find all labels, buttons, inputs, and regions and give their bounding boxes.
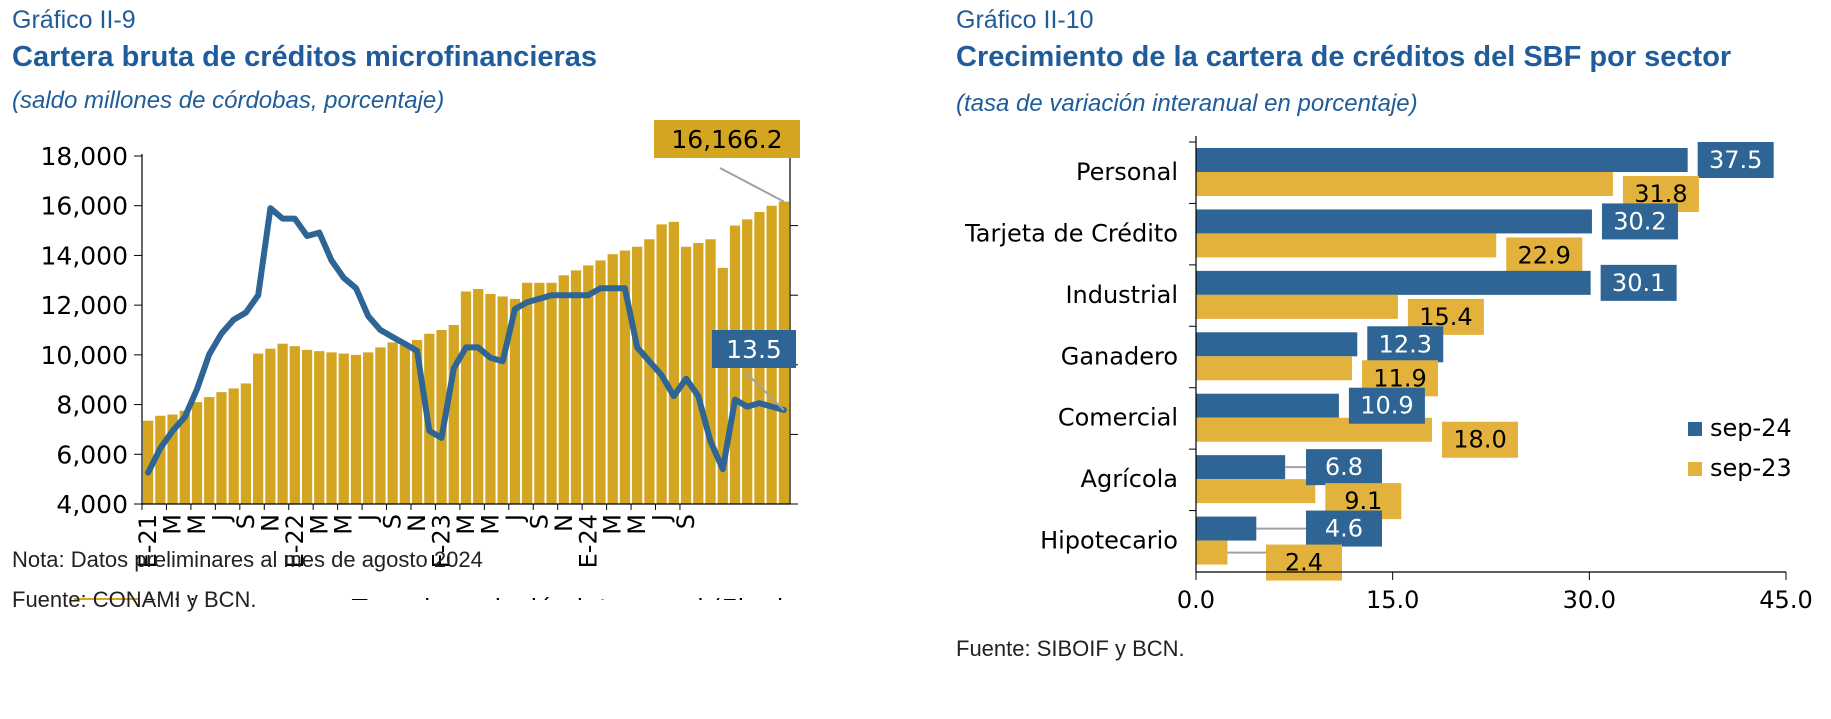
x-tick-label: 0.0 — [1177, 586, 1215, 614]
bar-sep-24 — [1196, 394, 1339, 418]
rate-callout-label: 13.5 — [726, 335, 782, 364]
saldo-bar — [204, 397, 214, 504]
saldo-bar — [375, 347, 385, 504]
saldo-bar — [290, 346, 300, 504]
bar-sep-24 — [1196, 148, 1688, 172]
bar-sep-23 — [1196, 172, 1613, 196]
saldo-bar — [693, 243, 703, 504]
x-tick-label: S — [672, 514, 700, 529]
bar-sep-24 — [1196, 271, 1591, 295]
right-chart-source: Fuente: SIBOIF y BCN. — [956, 636, 1185, 662]
category-label: Tarjeta de Crédito — [964, 219, 1178, 247]
left-y-tick-label: 16,000 — [41, 192, 128, 221]
saldo-bar — [681, 247, 691, 504]
saldo-bar — [388, 342, 398, 504]
value-label-sep-24: 6.8 — [1325, 453, 1363, 481]
left-chart-number: Gráfico II-9 — [12, 6, 136, 35]
value-label-sep-23: 22.9 — [1518, 241, 1571, 269]
value-label-sep-24: 10.9 — [1360, 392, 1413, 420]
saldo-bar — [461, 291, 471, 504]
saldo-bar — [522, 283, 532, 504]
saldo-bar — [253, 354, 263, 504]
right-chart-title: Crecimiento de la cartera de créditos de… — [956, 41, 1731, 74]
saldo-bar — [216, 392, 226, 504]
left-y-tick-label: 6,000 — [56, 440, 128, 469]
value-label-sep-24: 37.5 — [1709, 146, 1762, 174]
left-chart-note: Nota: Datos preliminares al mes de agost… — [12, 547, 483, 573]
saldo-bar — [485, 294, 495, 504]
left-y-tick-label: 10,000 — [41, 341, 128, 370]
bar-sep-23 — [1196, 233, 1496, 257]
legend-rate-label: Tasa de variación interanual (Eje der.) — [351, 594, 800, 600]
saldo-bar — [400, 345, 410, 504]
legend-sep-24-label: sep-24 — [1710, 414, 1792, 442]
saldo-callout-leader — [720, 168, 784, 202]
saldo-bar — [705, 239, 715, 504]
bar-sep-23 — [1196, 295, 1398, 319]
saldo-bar — [241, 383, 251, 504]
saldo-bar — [351, 355, 361, 504]
category-label: Hipotecario — [1040, 527, 1178, 555]
bar-sep-23 — [1196, 356, 1352, 380]
saldo-bar — [644, 239, 654, 504]
category-label: Ganadero — [1061, 342, 1178, 370]
category-label: Agrícola — [1081, 465, 1178, 493]
value-label-sep-24: 4.6 — [1325, 515, 1363, 543]
left-y-tick-label: 4,000 — [56, 490, 128, 519]
left-chart: 4,000 6,000 8,000 10,000 12,000 14,000 16,000 1… — [0, 100, 800, 600]
bar-sep-24 — [1196, 517, 1256, 541]
bar-sep-24 — [1196, 332, 1357, 356]
value-label-sep-24: 30.1 — [1612, 269, 1665, 297]
saldo-bar — [326, 352, 336, 504]
saldo-bar — [277, 344, 287, 504]
saldo-bar — [632, 247, 642, 504]
saldo-callout-label: 16,166.2 — [671, 125, 782, 154]
value-label-sep-24: 30.2 — [1613, 207, 1666, 235]
left-y-tick-label: 18,000 — [41, 142, 128, 171]
saldo-bar — [302, 350, 312, 504]
value-label-sep-24: 12.3 — [1379, 330, 1432, 358]
x-tick-label: 45.0 — [1759, 586, 1812, 614]
left-chart-source: Fuente: CONAMI y BCN. — [12, 587, 257, 613]
left-y-tick-label: 12,000 — [41, 291, 128, 320]
category-label: Personal — [1076, 158, 1178, 186]
bar-sep-24 — [1196, 209, 1592, 233]
bar-sep-23 — [1196, 479, 1315, 503]
saldo-bar — [608, 254, 618, 504]
saldo-bar — [559, 275, 569, 504]
legend-sep-23-label: sep-23 — [1710, 454, 1792, 482]
right-chart: Personal 37.531.8Tarjeta de Crédito 30.222… — [956, 120, 1831, 620]
saldo-bar — [314, 351, 324, 504]
saldo-bar — [473, 289, 483, 504]
left-y-tick-label: 8,000 — [56, 391, 128, 420]
saldo-bar — [546, 283, 556, 504]
x-tick-label: 30.0 — [1563, 586, 1616, 614]
right-chart-subtitle: (tasa de variación interanual en porcent… — [956, 90, 1418, 118]
legend-sep-23-swatch — [1688, 462, 1702, 476]
saldo-bar — [229, 388, 239, 504]
category-label: Industrial — [1065, 281, 1178, 309]
x-tick-label: 15.0 — [1366, 586, 1419, 614]
left-y-tick-label: 14,000 — [41, 241, 128, 270]
saldo-bar — [583, 265, 593, 504]
saldo-bar — [534, 283, 544, 504]
saldo-bar — [571, 270, 581, 504]
bar-sep-23 — [1196, 541, 1227, 565]
saldo-bar — [339, 354, 349, 504]
saldo-bar — [449, 325, 459, 504]
right-chart-number: Gráfico II-10 — [956, 6, 1094, 35]
saldo-bar — [595, 260, 605, 504]
legend-sep-24-swatch — [1688, 422, 1702, 436]
saldo-bar — [498, 296, 508, 504]
saldo-bar — [192, 402, 202, 504]
saldo-bar — [363, 352, 373, 504]
left-chart-title: Cartera bruta de créditos microfinancier… — [12, 41, 597, 74]
saldo-bar — [669, 222, 679, 504]
bar-sep-24 — [1196, 455, 1285, 479]
value-label-sep-23: 18.0 — [1453, 426, 1506, 454]
saldo-bar — [265, 349, 275, 504]
category-label: Comercial — [1058, 404, 1178, 432]
saldo-bar — [656, 224, 666, 504]
